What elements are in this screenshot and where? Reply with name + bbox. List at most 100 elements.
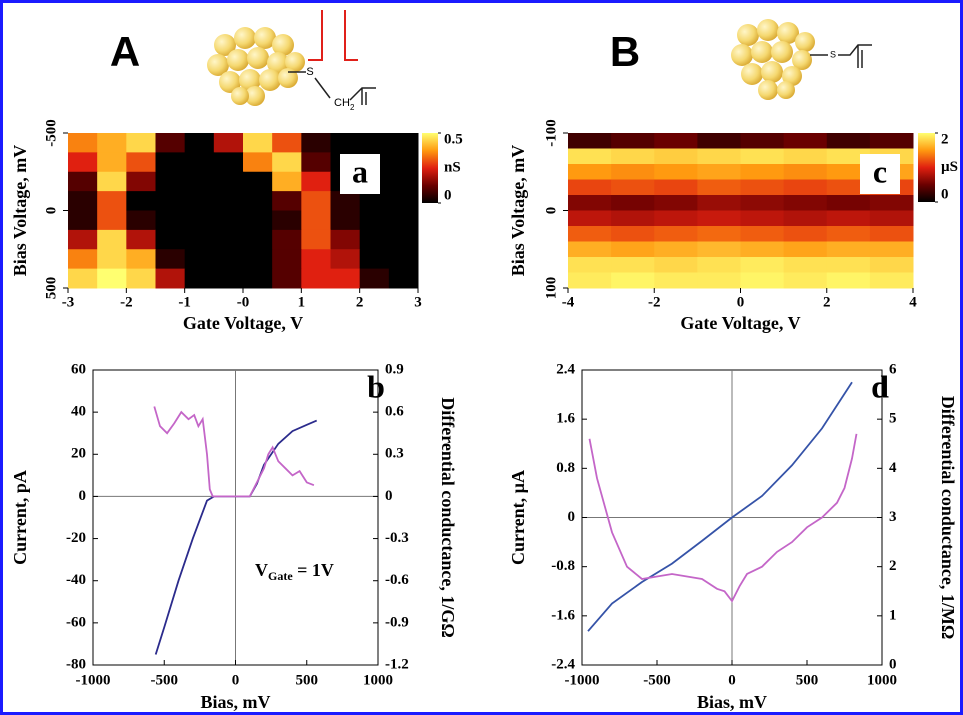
heat-cell [654,211,698,227]
y2-tick-label: 5 [889,411,897,427]
heat-cell [784,273,828,289]
panel-label: c [873,153,887,189]
heat-cell [243,211,273,231]
heat-cell [568,242,612,258]
heat-cell [272,152,302,172]
y-tick-label: -40 [66,572,86,588]
heat-cell [97,133,127,153]
heat-cell [126,172,156,192]
heat-cell [97,211,127,231]
heat-cell [214,230,244,250]
y2-tick-label: -0.3 [385,530,409,546]
x-tick-label: -500 [151,672,179,688]
colorbar [918,133,935,202]
heat-cell [389,133,419,153]
heat-cell [611,242,655,258]
y-axis-label: Bias Voltage, mV [10,145,30,277]
y2-tick-label: 0.6 [385,404,404,420]
heat-cell [827,211,871,227]
heat-cell [568,226,612,242]
x-tick-label: 500 [796,672,819,688]
heat-cell [654,226,698,242]
heat-cell [389,152,419,172]
heat-cell [301,191,331,211]
x-axis-label: Bias, mV [697,692,767,712]
heat-cell [697,164,741,180]
heat-cell [331,249,361,269]
heat-cell [301,269,331,289]
heat-cell [697,211,741,227]
heat-cell [331,211,361,231]
heat-cell [156,152,186,172]
y2-tick-label: -0.6 [385,572,409,588]
atom-subscript: 2 [350,103,355,112]
annotation: VGate = 1V [255,560,334,583]
heat-cell [611,164,655,180]
y-tick-label: 0 [568,509,576,525]
heat-cell [870,273,914,289]
heat-cell [741,149,785,165]
heat-cell [156,230,186,250]
y-tick-label: -20 [66,530,86,546]
heat-cell [126,230,156,250]
heat-cell [360,191,390,211]
heat-cell [272,230,302,250]
heat-cell [126,152,156,172]
heat-cell [784,164,828,180]
heat-cell [301,133,331,153]
heat-cell [126,133,156,153]
heat-cell [68,230,98,250]
heat-cell [611,133,655,149]
heat-cell [870,242,914,258]
heat-cell [156,191,186,211]
x-tick-label: -2 [120,294,133,310]
heat-cell [654,133,698,149]
heat-cell [185,249,215,269]
y2-axis-label: Differential conductance, 1/MΩ [938,396,958,640]
atom-label: CH [334,97,350,109]
heat-cell [97,152,127,172]
heat-cell [126,191,156,211]
heat-cell [741,133,785,149]
heat-cell [272,172,302,192]
heat-cell [741,273,785,289]
heat-cell [301,211,331,231]
heat-cell [214,191,244,211]
heat-cell [68,172,98,192]
annotation-text: = 1V [293,560,334,580]
heat-cell [741,211,785,227]
heat-cell [389,269,419,289]
heat-cell [68,269,98,289]
heat-cell [654,149,698,165]
heat-cell [243,152,273,172]
x-tick-label: 4 [909,294,917,310]
heat-cell [870,211,914,227]
y-axis-label: Bias Voltage, mV [508,145,528,277]
heat-cell [697,195,741,211]
colorbar-tick-label: 2 [941,131,949,147]
x-tick-label: 2 [356,294,364,310]
heat-cell [611,257,655,273]
x-tick-label: 0 [232,672,240,688]
heat-cell [68,211,98,231]
heat-cell [68,191,98,211]
y-tick-label: 60 [71,361,86,377]
heat-cell [156,249,186,269]
heat-cell [827,226,871,242]
heat-cell [784,226,828,242]
heat-cell [784,257,828,273]
x-tick-label: -1 [178,294,191,310]
y-tick-label: 0 [543,207,559,215]
x-axis-label: Bias, mV [200,692,270,712]
heat-cell [697,242,741,258]
heat-cell [568,257,612,273]
heat-cell [870,226,914,242]
x-tick-label: 2 [823,294,831,310]
heat-cell [185,152,215,172]
heat-cell [272,249,302,269]
y2-tick-label: 0 [889,656,897,672]
heat-cell [784,195,828,211]
heat-cell [654,242,698,258]
heat-cell [389,249,419,269]
heat-cell [741,257,785,273]
